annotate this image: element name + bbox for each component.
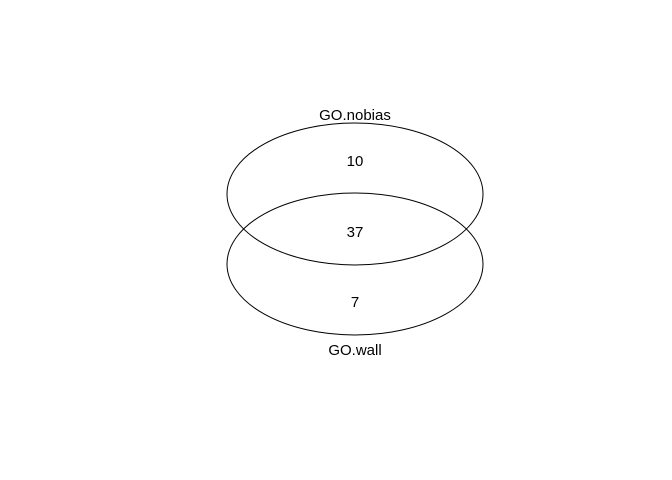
count-only-go-wall: 7 bbox=[351, 294, 359, 311]
count-intersection: 37 bbox=[347, 224, 364, 241]
set-ellipse-go-wall bbox=[226, 192, 484, 336]
set-label-go-nobias: GO.nobias bbox=[319, 107, 391, 124]
count-only-go-nobias: 10 bbox=[347, 153, 364, 170]
set-label-go-wall: GO.wall bbox=[328, 342, 381, 359]
set-ellipse-go-nobias bbox=[226, 122, 484, 266]
